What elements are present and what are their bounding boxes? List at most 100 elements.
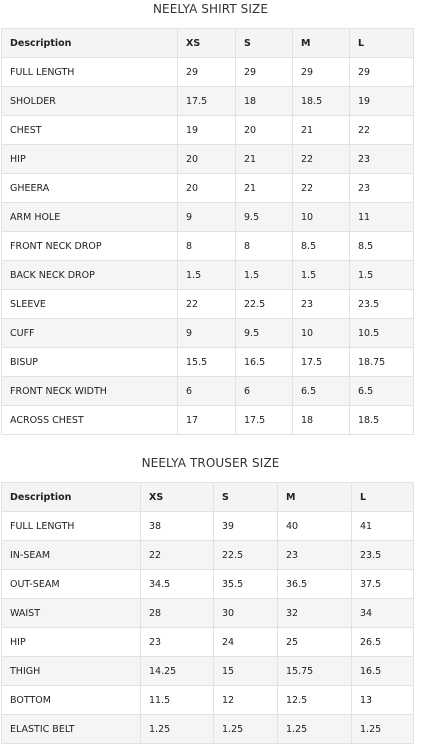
value-s: 16.5 [235, 347, 293, 377]
column-header-l: L [349, 28, 414, 58]
value-s: 21 [235, 173, 293, 203]
row-label: BOTTOM [1, 685, 141, 715]
row-label: OUT-SEAM [1, 569, 141, 599]
column-header-s: S [213, 482, 278, 512]
column-header-m: M [292, 28, 350, 58]
row-label: ARM HOLE [1, 202, 178, 232]
table-row: SLEEVE 22 22.5 23 23.5 [1, 289, 414, 319]
value-s: 17.5 [235, 405, 293, 435]
table-row: FRONT NECK DROP 8 8 8.5 8.5 [1, 231, 414, 261]
row-label: BACK NECK DROP [1, 260, 178, 290]
value-xs: 34.5 [140, 569, 214, 599]
value-s: 18 [235, 86, 293, 116]
value-l: 34 [351, 598, 414, 628]
table-row: HIP 20 21 22 23 [1, 144, 414, 174]
table-row: HIP 23 24 25 26.5 [1, 627, 414, 657]
value-xs: 22 [177, 289, 236, 319]
value-m: 8.5 [292, 231, 350, 261]
value-s: 1.5 [235, 260, 293, 290]
value-s: 9.5 [235, 202, 293, 232]
value-s: 30 [213, 598, 278, 628]
value-m: 1.25 [277, 714, 352, 744]
value-xs: 14.25 [140, 656, 214, 686]
row-label: FRONT NECK DROP [1, 231, 178, 261]
value-l: 23 [349, 173, 414, 203]
row-label: FRONT NECK WIDTH [1, 376, 178, 406]
column-header-description: Description [1, 482, 141, 512]
table-row: BACK NECK DROP 1.5 1.5 1.5 1.5 [1, 260, 414, 290]
row-label: BISUP [1, 347, 178, 377]
shirt-size-table: Description XS S M L FULL LENGTH 29 29 29 29… [1, 28, 414, 435]
value-s: 35.5 [213, 569, 278, 599]
value-m: 22 [292, 144, 350, 174]
value-l: 16.5 [351, 656, 414, 686]
value-xs: 8 [177, 231, 236, 261]
table-row: BOTTOM 11.5 12 12.5 13 [1, 685, 414, 715]
column-header-description: Description [1, 28, 178, 58]
value-xs: 17.5 [177, 86, 236, 116]
value-m: 25 [277, 627, 352, 657]
row-label: HIP [1, 144, 178, 174]
value-m: 1.5 [292, 260, 350, 290]
value-l: 37.5 [351, 569, 414, 599]
value-xs: 6 [177, 376, 236, 406]
value-m: 17.5 [292, 347, 350, 377]
value-m: 10 [292, 318, 350, 348]
row-label: HIP [1, 627, 141, 657]
table-row: ARM HOLE 9 9.5 10 11 [1, 202, 414, 232]
value-s: 20 [235, 115, 293, 145]
table-row: FULL LENGTH 38 39 40 41 [1, 511, 414, 541]
table-row: OUT-SEAM 34.5 35.5 36.5 37.5 [1, 569, 414, 599]
value-xs: 19 [177, 115, 236, 145]
table-row: FULL LENGTH 29 29 29 29 [1, 57, 414, 87]
value-xs: 9 [177, 318, 236, 348]
value-s: 9.5 [235, 318, 293, 348]
value-l: 1.25 [351, 714, 414, 744]
value-m: 32 [277, 598, 352, 628]
value-l: 29 [349, 57, 414, 87]
trouser-size-title: NEELYA TROUSER SIZE [141, 456, 280, 470]
value-xs: 28 [140, 598, 214, 628]
value-m: 21 [292, 115, 350, 145]
table-row: BISUP 15.5 16.5 17.5 18.75 [1, 347, 414, 377]
table-row: GHEERA 20 21 22 23 [1, 173, 414, 203]
table-row: ELASTIC BELT 1.25 1.25 1.25 1.25 [1, 714, 414, 744]
value-s: 22.5 [235, 289, 293, 319]
row-label: FULL LENGTH [1, 57, 178, 87]
row-label: SHOLDER [1, 86, 178, 116]
value-s: 6 [235, 376, 293, 406]
value-m: 29 [292, 57, 350, 87]
row-label: GHEERA [1, 173, 178, 203]
row-label: CUFF [1, 318, 178, 348]
value-s: 12 [213, 685, 278, 715]
column-header-xs: XS [140, 482, 214, 512]
value-s: 1.25 [213, 714, 278, 744]
value-m: 36.5 [277, 569, 352, 599]
value-m: 15.75 [277, 656, 352, 686]
row-label: CHEST [1, 115, 178, 145]
shirt-size-title: NEELYA SHIRT SIZE [152, 2, 269, 16]
value-l: 8.5 [349, 231, 414, 261]
value-s: 21 [235, 144, 293, 174]
value-xs: 23 [140, 627, 214, 657]
column-header-l: L [351, 482, 414, 512]
value-xs: 1.5 [177, 260, 236, 290]
value-m: 23 [292, 289, 350, 319]
row-label: SLEEVE [1, 289, 178, 319]
table-row: THIGH 14.25 15 15.75 16.5 [1, 656, 414, 686]
row-label: FULL LENGTH [1, 511, 141, 541]
table-row: ACROSS CHEST 17 17.5 18 18.5 [1, 405, 414, 435]
value-s: 8 [235, 231, 293, 261]
value-m: 18.5 [292, 86, 350, 116]
value-m: 22 [292, 173, 350, 203]
value-m: 12.5 [277, 685, 352, 715]
value-l: 18.75 [349, 347, 414, 377]
value-l: 10.5 [349, 318, 414, 348]
table-row: SHOLDER 17.5 18 18.5 19 [1, 86, 414, 116]
value-xs: 1.25 [140, 714, 214, 744]
value-xs: 11.5 [140, 685, 214, 715]
table-header-row: Description XS S M L [1, 28, 414, 58]
value-xs: 38 [140, 511, 214, 541]
table-row: IN-SEAM 22 22.5 23 23.5 [1, 540, 414, 570]
value-l: 13 [351, 685, 414, 715]
